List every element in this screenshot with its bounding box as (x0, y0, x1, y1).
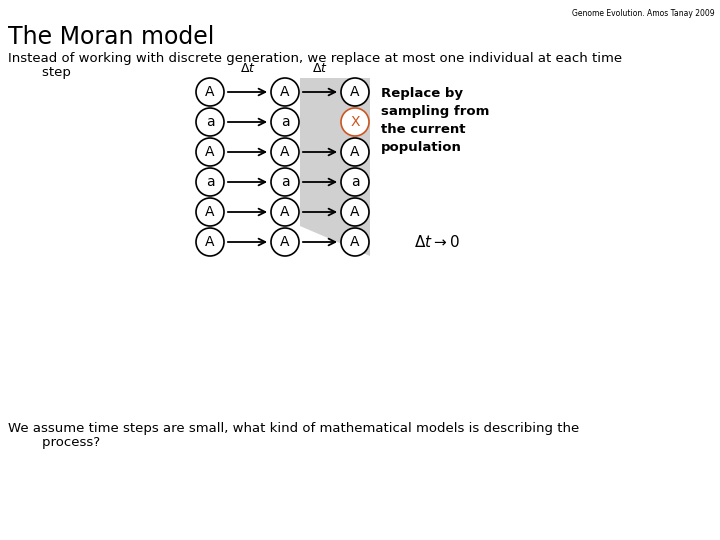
Circle shape (271, 198, 299, 226)
Circle shape (341, 228, 369, 256)
Text: A: A (350, 85, 360, 99)
Text: process?: process? (8, 436, 100, 449)
Text: A: A (205, 205, 215, 219)
Circle shape (341, 168, 369, 196)
Circle shape (271, 228, 299, 256)
Polygon shape (300, 78, 370, 256)
Text: A: A (280, 145, 289, 159)
Circle shape (196, 228, 224, 256)
Circle shape (196, 108, 224, 136)
Circle shape (196, 168, 224, 196)
Text: $\Delta t \rightarrow 0$: $\Delta t \rightarrow 0$ (414, 234, 460, 250)
Circle shape (341, 138, 369, 166)
Text: A: A (350, 205, 360, 219)
Circle shape (341, 198, 369, 226)
Text: a: a (281, 175, 289, 189)
Text: We assume time steps are small, what kind of mathematical models is describing t: We assume time steps are small, what kin… (8, 422, 580, 435)
Text: A: A (350, 145, 360, 159)
Text: Replace by
sampling from
the current
population: Replace by sampling from the current pop… (381, 87, 490, 154)
Text: A: A (205, 85, 215, 99)
Text: A: A (280, 205, 289, 219)
Text: A: A (280, 85, 289, 99)
Text: A: A (350, 235, 360, 249)
Circle shape (196, 198, 224, 226)
Text: a: a (206, 175, 215, 189)
Text: A: A (280, 235, 289, 249)
Circle shape (196, 78, 224, 106)
Text: step: step (8, 66, 71, 79)
Text: a: a (206, 115, 215, 129)
Circle shape (271, 168, 299, 196)
Circle shape (271, 108, 299, 136)
Circle shape (341, 78, 369, 106)
Text: Instead of working with discrete generation, we replace at most one individual a: Instead of working with discrete generat… (8, 52, 622, 65)
Text: The Moran model: The Moran model (8, 25, 215, 49)
Text: $\Delta t$: $\Delta t$ (240, 62, 256, 75)
Text: A: A (205, 235, 215, 249)
Text: a: a (351, 175, 359, 189)
Text: A: A (205, 145, 215, 159)
Circle shape (341, 108, 369, 136)
Text: X: X (350, 115, 360, 129)
Circle shape (196, 138, 224, 166)
Text: $\Delta t$: $\Delta t$ (312, 62, 328, 75)
Text: Genome Evolution. Amos Tanay 2009: Genome Evolution. Amos Tanay 2009 (572, 9, 715, 18)
Text: a: a (281, 115, 289, 129)
Circle shape (271, 138, 299, 166)
Circle shape (271, 78, 299, 106)
